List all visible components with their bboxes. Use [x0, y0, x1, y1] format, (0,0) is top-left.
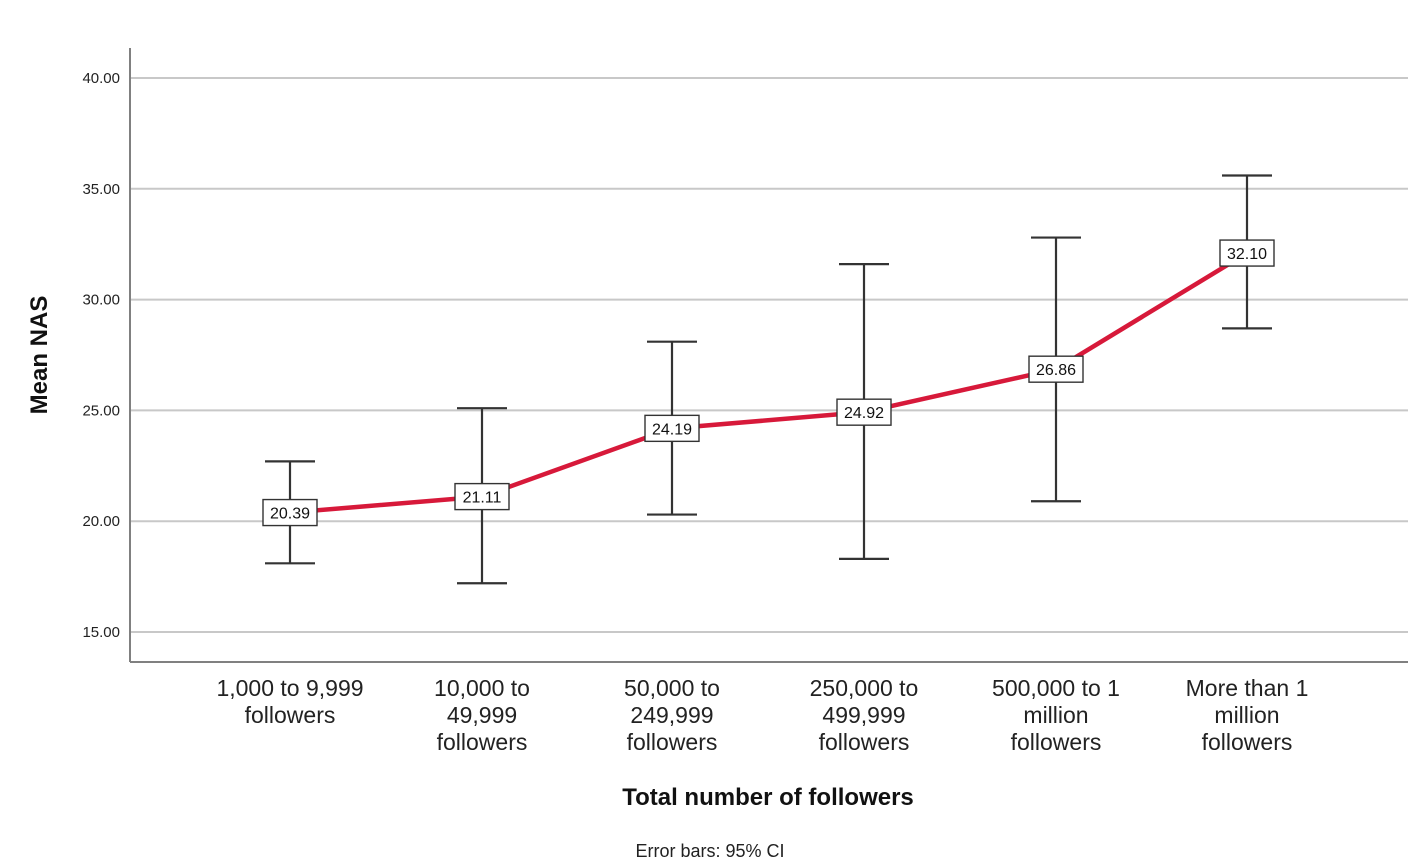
x-category-label: 250,000 to 499,999 followers	[810, 675, 919, 755]
y-tick-label: 15.00	[82, 624, 120, 641]
y-tick-label: 20.00	[82, 513, 120, 530]
y-tick-label: 30.00	[82, 292, 120, 309]
value-label: 20.39	[262, 498, 318, 527]
x-category-label-line: million	[1214, 702, 1279, 728]
value-label: 21.11	[454, 482, 510, 511]
x-category-label: More than 1 million followers	[1186, 675, 1309, 755]
data-point-marker	[262, 498, 318, 527]
data-point-marker	[1219, 239, 1275, 267]
x-category-label-line: 249,999	[630, 702, 713, 728]
x-category-label-line: More than 1	[1186, 675, 1309, 701]
y-axis-ticks: 15.00 20.00 25.00 30.00 35.00 40.00	[82, 70, 120, 641]
value-label-text: 20.39	[270, 506, 310, 523]
y-axis-title: Mean NAS	[26, 296, 53, 415]
grid-lines	[130, 77, 1408, 633]
x-category-label: 10,000 to 49,999 followers	[434, 675, 530, 755]
x-category-label-line: million	[1023, 702, 1088, 728]
value-label: 24.92	[836, 398, 892, 426]
x-category-label-line: 10,000 to	[434, 675, 530, 701]
value-label-text: 24.92	[844, 405, 884, 422]
data-point-marker	[454, 482, 510, 511]
x-category-label-line: 499,999	[822, 702, 905, 728]
x-category-label-line: followers	[627, 729, 718, 755]
x-category-label-line: followers	[437, 729, 528, 755]
value-label: 26.86	[1028, 355, 1084, 383]
x-category-label: 1,000 to 9,999 followers	[216, 675, 363, 728]
x-category-label-line: 1,000 to 9,999	[216, 675, 363, 701]
x-category-label-line: followers	[819, 729, 910, 755]
error-bars-note: Error bars: 95% CI	[635, 841, 784, 861]
x-category-label-line: followers	[1011, 729, 1102, 755]
value-label: 24.19	[644, 414, 700, 443]
value-label: 32.10	[1219, 239, 1275, 267]
y-tick-label: 35.00	[82, 181, 120, 198]
data-point-marker	[836, 398, 892, 426]
x-axis-title: Total number of followers	[622, 784, 914, 811]
value-label-text: 26.86	[1036, 362, 1076, 379]
y-tick-label: 25.00	[82, 402, 120, 419]
x-category-label: 50,000 to 249,999 followers	[624, 675, 720, 755]
mean-line	[289, 251, 1249, 515]
x-category-label-line: 50,000 to	[624, 675, 720, 701]
data-point-marker	[1028, 355, 1084, 383]
x-category-label-line: followers	[1202, 729, 1293, 755]
x-category-label-line: 500,000 to 1	[992, 675, 1120, 701]
x-category-label: 500,000 to 1 million followers	[992, 675, 1120, 755]
x-category-label-line: 49,999	[447, 702, 517, 728]
value-label-text: 24.19	[652, 421, 692, 438]
value-label-text: 32.10	[1227, 246, 1267, 263]
y-tick-label: 40.00	[82, 70, 120, 87]
value-labels: 20.39 21.11 24.19 24.92 26.86 32.10	[262, 239, 1275, 527]
x-category-label-line: 250,000 to	[810, 675, 919, 701]
x-category-label-line: followers	[245, 702, 336, 728]
data-point-marker	[644, 414, 700, 443]
value-label-text: 21.11	[463, 490, 502, 507]
